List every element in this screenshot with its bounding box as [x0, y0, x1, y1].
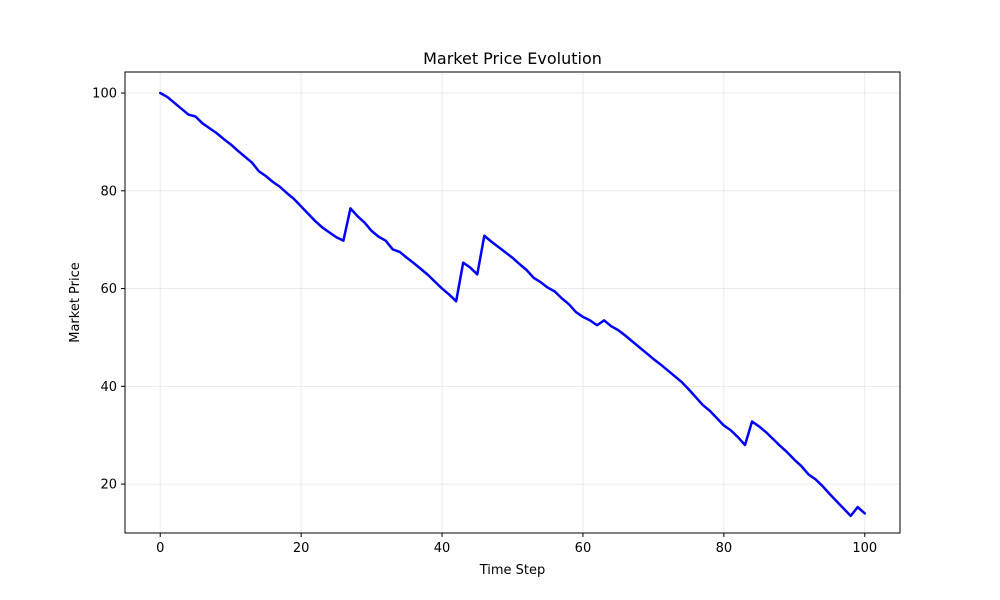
plot-frame — [124, 71, 901, 534]
y-tick-label: 100 — [92, 87, 117, 102]
x-tick-label: 20 — [293, 541, 310, 556]
x-tick-label: 40 — [434, 541, 451, 556]
axis-ticks: 0 20 40 60 80 100 20 40 60 80 100 — [92, 87, 877, 556]
y-tick-label: 80 — [100, 184, 117, 199]
y-tick-label: 40 — [100, 380, 117, 395]
y-axis-title: Market Price — [68, 262, 83, 343]
series-line — [158, 91, 867, 518]
grid-lines — [125, 72, 900, 533]
x-axis-title: Time Step — [479, 563, 546, 578]
y-tick-label: 60 — [100, 282, 117, 297]
x-tick-label: 60 — [575, 541, 592, 556]
x-tick-label: 100 — [852, 541, 877, 556]
y-tick-label: 20 — [100, 478, 117, 493]
chart-title: Market Price Evolution — [423, 49, 602, 68]
x-tick-label: 80 — [716, 541, 733, 556]
x-tick-label: 0 — [156, 541, 164, 556]
series-group — [158, 91, 867, 518]
